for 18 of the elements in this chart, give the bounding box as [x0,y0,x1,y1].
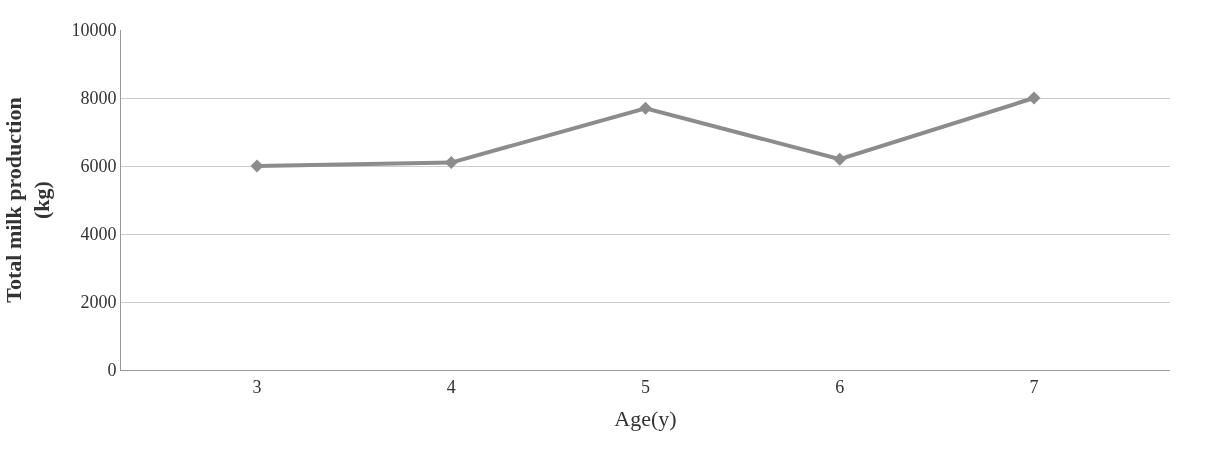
y-tick-label: 2000 [80,292,117,313]
x-tick-label: 6 [835,376,845,397]
point [1027,91,1041,105]
x-tick-label: 5 [641,376,650,397]
y-tick-label: 10000 [71,20,117,41]
y-tick-label: 8000 [80,88,117,109]
y-tick-label: 4000 [80,224,117,245]
point [639,101,652,115]
y-axis-title: Total milk production (kg) [0,97,55,303]
point [833,152,847,166]
x-tick-label: 4 [446,376,456,397]
x-axis-title: Age(y) [614,406,677,432]
y-tick-label: 6000 [80,156,117,177]
point [444,156,458,170]
y-tick-label: 0 [107,360,117,381]
x-tick-label: 7 [1029,376,1039,397]
x-tick-label: 3 [252,376,262,397]
point [250,159,264,173]
